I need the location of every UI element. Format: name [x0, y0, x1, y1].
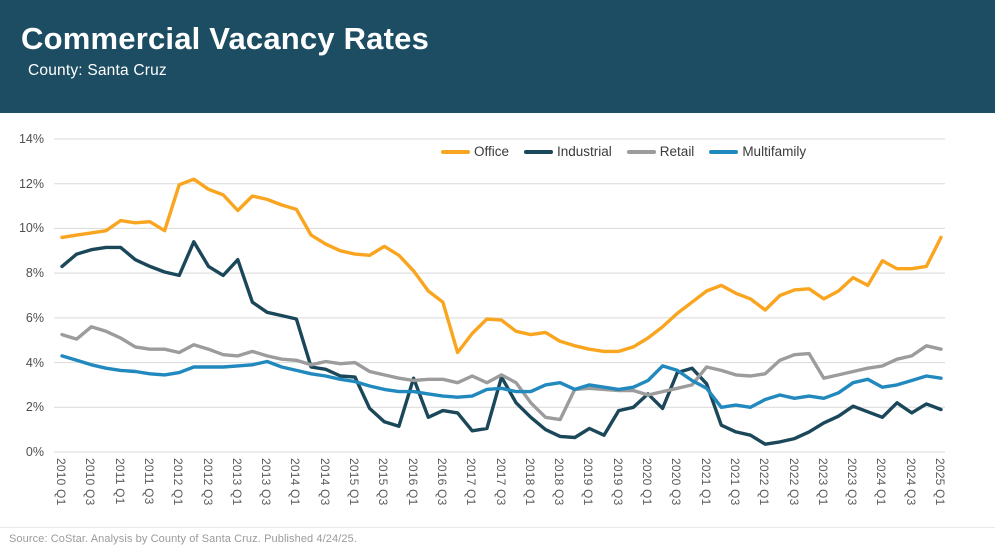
x-tick-label: 2020 Q3: [669, 458, 684, 506]
x-tick-label: 2024 Q1: [874, 458, 889, 506]
legend-item-retail: Retail: [626, 144, 695, 159]
x-tick-label: 2010 Q3: [83, 458, 98, 506]
legend-swatch-retail: [626, 149, 656, 154]
y-tick-label: 4%: [25, 355, 44, 370]
y-tick-label: 8%: [25, 266, 44, 281]
x-tick-label: 2011 Q3: [141, 458, 156, 505]
legend-swatch-multifamily: [709, 149, 739, 154]
series-line-multifamily: [60, 354, 943, 409]
x-tick-label: 2025 Q1: [933, 458, 947, 506]
x-tick-label: 2015 Q3: [376, 458, 391, 506]
series-line-industrial: [60, 240, 943, 446]
x-tick-label: 2017 Q3: [493, 458, 508, 506]
x-tick-label: 2018 Q1: [522, 458, 537, 506]
x-tick-label: 2016 Q3: [434, 458, 449, 506]
page-subtitle: County: Santa Cruz: [28, 62, 167, 80]
x-tick-label: 2015 Q1: [347, 458, 361, 506]
page-title: Commercial Vacancy Rates: [21, 21, 430, 56]
legend-item-multifamily: Multifamily: [709, 144, 806, 159]
x-tick-label: 2020 Q1: [640, 458, 654, 506]
x-tick-label: 2021 Q1: [698, 458, 713, 506]
header: Commercial Vacancy Rates County: Santa C…: [0, 0, 995, 113]
x-tick-label: 2014 Q3: [317, 458, 332, 506]
series-line-office: [60, 177, 943, 355]
y-tick-label: 14%: [18, 132, 44, 146]
legend-swatch-industrial: [524, 149, 554, 154]
series-line-retail: [60, 325, 943, 422]
x-tick-label: 2013 Q3: [259, 458, 274, 506]
x-tick-label: 2010 Q1: [54, 458, 68, 506]
legend-label: Industrial: [557, 144, 612, 159]
legend-item-industrial: Industrial: [524, 144, 612, 159]
x-tick-label: 2022 Q3: [786, 458, 801, 506]
legend-label: Multifamily: [742, 144, 807, 159]
x-tick-label: 2012 Q3: [200, 458, 215, 506]
x-tick-label: 2023 Q1: [815, 458, 830, 506]
x-tick-label: 2012 Q1: [171, 458, 186, 506]
x-tick-label: 2019 Q1: [581, 458, 596, 506]
x-tick-label: 2023 Q3: [845, 458, 860, 506]
legend-label: Office: [474, 144, 510, 159]
legend-swatch-office: [441, 149, 470, 154]
chart-legend: Office Industrial Retail Multifamily: [441, 144, 806, 159]
vacancy-rates-chart: Office Industrial Retail Multifamily 0% 2% 4%…: [0, 113, 995, 525]
y-tick-label: 6%: [25, 310, 44, 325]
x-tick-label: 2014 Q1: [288, 458, 303, 506]
chart-canvas: [54, 138, 945, 453]
y-tick-label: 2%: [25, 400, 44, 415]
x-tick-label: 2019 Q3: [610, 458, 625, 506]
footer-divider: [0, 527, 995, 528]
x-tick-label: 2021 Q3: [727, 458, 742, 506]
y-tick-label: 0%: [25, 445, 44, 459]
x-tick-label: 2013 Q1: [229, 458, 244, 506]
y-tick-label: 12%: [18, 176, 44, 191]
x-tick-label: 2017 Q1: [464, 458, 479, 506]
x-tick-label: 2018 Q3: [552, 458, 567, 506]
x-tick-label: 2016 Q1: [405, 458, 420, 506]
x-tick-label: 2024 Q3: [903, 458, 918, 506]
x-tick-label: 2011 Q1: [112, 458, 127, 505]
legend-item-office: Office: [441, 144, 509, 159]
legend-label: Retail: [659, 144, 695, 159]
source-note: Source: CoStar. Analysis by County of Sa…: [9, 533, 357, 545]
y-tick-label: 10%: [18, 221, 44, 236]
x-tick-label: 2022 Q1: [757, 458, 772, 506]
